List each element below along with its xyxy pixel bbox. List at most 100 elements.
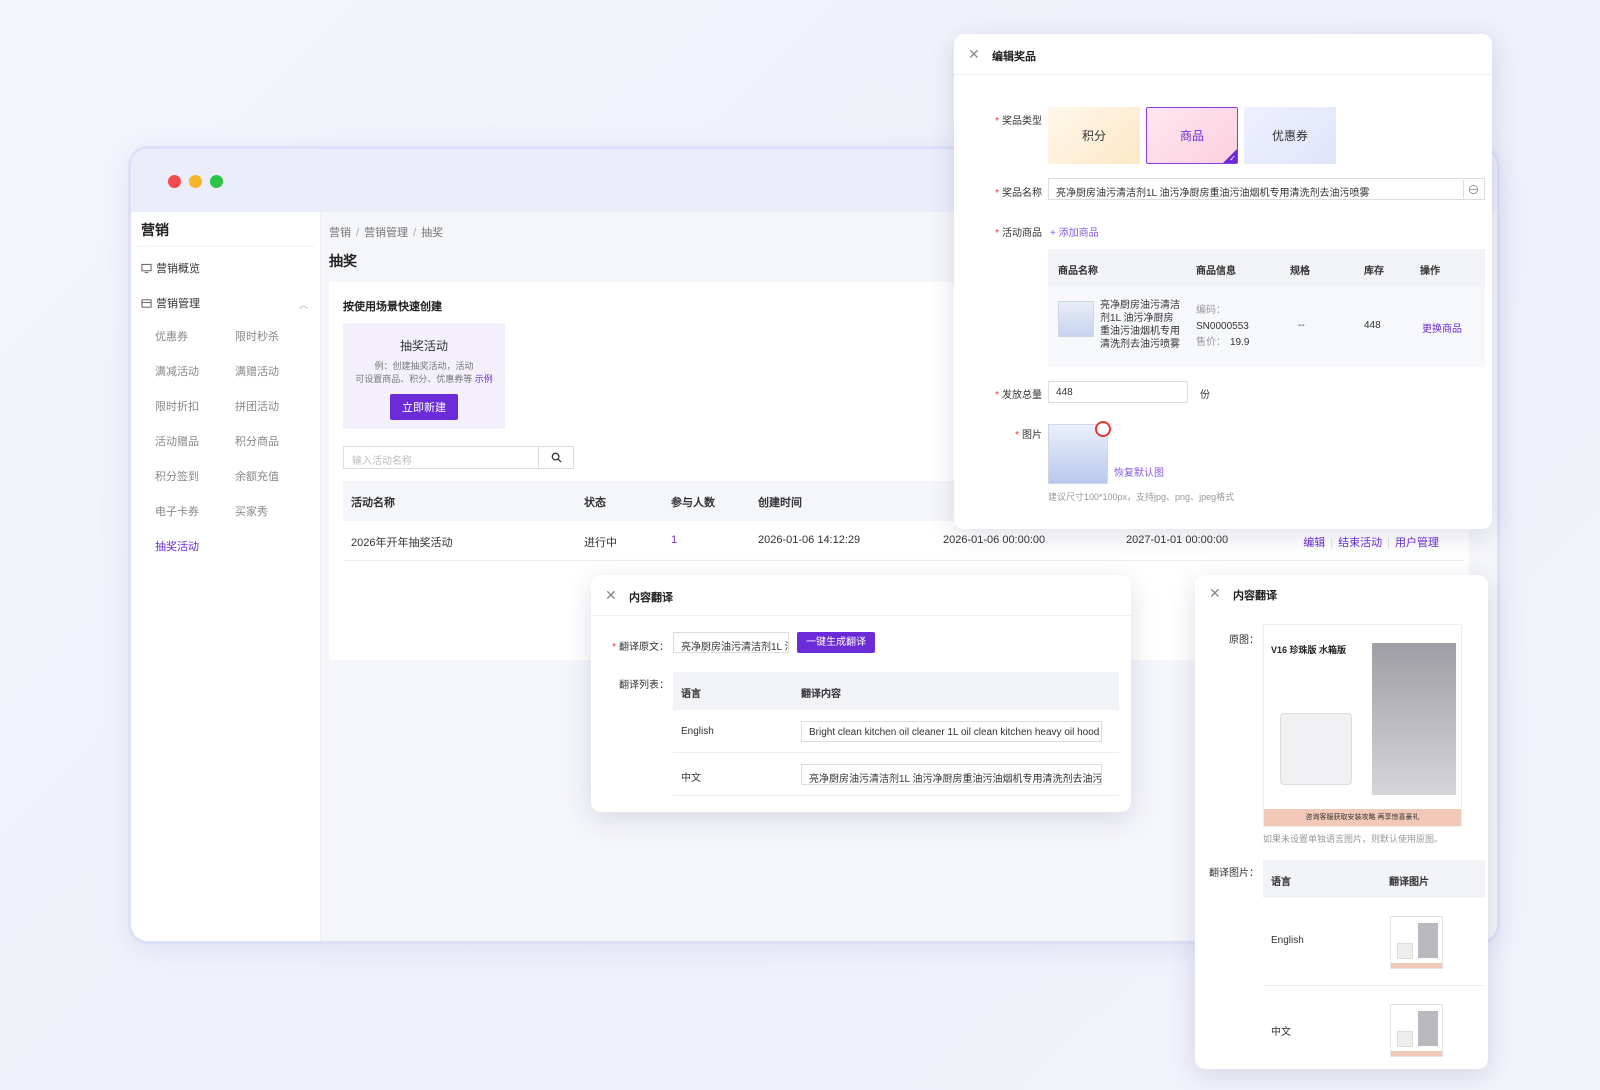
field-label: 原图： bbox=[1229, 635, 1259, 646]
column-header: 参与人数 bbox=[671, 497, 715, 509]
total-quantity-input[interactable]: 448 bbox=[1048, 381, 1188, 403]
sidebar-subitem[interactable]: 买家秀 bbox=[235, 506, 268, 518]
column-header: 创建时间 bbox=[758, 497, 802, 509]
quick-create-title: 按使用场景快速创建 bbox=[343, 301, 442, 313]
prize-type-goods[interactable]: 商品 ✓ bbox=[1146, 107, 1238, 164]
quantity-unit: 份 bbox=[1200, 390, 1210, 401]
modal-header: ✕ 内容翻译 bbox=[1195, 575, 1488, 607]
generate-translation-button[interactable]: 一键生成翻译 bbox=[797, 632, 875, 653]
add-goods-link[interactable]: + 添加商品 bbox=[1050, 228, 1099, 239]
field-label: * 奖品名称 bbox=[995, 188, 1042, 199]
minimize-window-button[interactable] bbox=[189, 175, 202, 188]
translated-image-english[interactable] bbox=[1390, 916, 1443, 969]
sidebar-item-management[interactable]: 营销管理 bbox=[141, 295, 200, 311]
column-header: 状态 bbox=[584, 497, 606, 509]
original-image-title: V16 珍珠版 水箱版 bbox=[1271, 645, 1347, 655]
field-label: * 图片 bbox=[1015, 430, 1042, 441]
sidebar-subitem[interactable]: 活动赠品 bbox=[155, 436, 199, 448]
translate-source-input[interactable]: 亮净厨房油污清洁剂1L 油 bbox=[673, 632, 789, 653]
sidebar-subitem[interactable]: 电子卡券 bbox=[155, 506, 199, 518]
gift-card-icon bbox=[141, 298, 152, 308]
column-header: 商品信息 bbox=[1196, 266, 1236, 277]
sidebar-subitem[interactable]: 余额充值 bbox=[235, 471, 279, 483]
code-label: 编码： bbox=[1196, 305, 1226, 316]
sidebar-subitem[interactable]: 满赠活动 bbox=[235, 366, 279, 378]
participants-link[interactable]: 1 bbox=[671, 534, 678, 546]
prize-type-label: 积分 bbox=[1081, 129, 1106, 143]
goods-stock: 448 bbox=[1364, 320, 1381, 331]
search-input[interactable]: 输入活动名称 bbox=[343, 446, 574, 469]
chevron-up-icon[interactable]: ︿ bbox=[298, 300, 308, 310]
check-icon: ✓ bbox=[1229, 154, 1236, 163]
quick-card-desc-line: 可设置商品、积分、优惠券等 bbox=[355, 374, 473, 384]
promo-strip: 咨询客服获取安装攻略 再享惊喜豪礼 bbox=[1264, 809, 1461, 826]
column-header: 翻译内容 bbox=[801, 689, 841, 700]
monitor-icon bbox=[141, 263, 152, 273]
translation-input-chinese[interactable]: 亮净厨房油污清洁剂1L 油污净厨房重油污油烟机专用清洗剂去油污喷雾 bbox=[801, 764, 1102, 785]
image-hint: 如果未设置单独语言图片，则默认使用原图。 bbox=[1263, 834, 1444, 844]
column-header: 规格 bbox=[1290, 266, 1310, 277]
translation-table-header: 语言 翻译内容 bbox=[673, 672, 1119, 710]
field-label: * 翻译原文： bbox=[612, 642, 669, 653]
table-row: English Bright clean kitchen oil cleaner… bbox=[673, 710, 1119, 753]
end-time: 2027-01-01 00:00:00 bbox=[1126, 534, 1229, 546]
restore-default-image-link[interactable]: 恢复默认图 bbox=[1114, 468, 1164, 479]
user-management-link[interactable]: 用户管理 bbox=[1395, 537, 1439, 549]
sidebar-subitem[interactable]: 积分签到 bbox=[155, 471, 199, 483]
language-name: 中文 bbox=[681, 773, 701, 784]
created-time: 2026-01-06 14:12:29 bbox=[758, 534, 861, 546]
sidebar-divider bbox=[137, 246, 314, 247]
search-button[interactable] bbox=[538, 446, 574, 469]
create-now-button[interactable]: 立即新建 bbox=[390, 394, 458, 420]
close-icon[interactable]: ✕ bbox=[605, 587, 617, 603]
sidebar-subitem[interactable]: 优惠券 bbox=[155, 331, 188, 343]
close-icon[interactable]: ✕ bbox=[968, 46, 980, 62]
prize-image-upload[interactable] bbox=[1048, 421, 1111, 484]
field-label: 翻译图片： bbox=[1209, 868, 1259, 879]
breadcrumb-item[interactable]: 营销管理 bbox=[364, 227, 409, 239]
sidebar-subitem[interactable]: 满减活动 bbox=[155, 366, 199, 378]
prize-type-points[interactable]: 积分 bbox=[1048, 107, 1140, 164]
goods-name: 亮净厨房油污清洁剂1L 油污净厨房重油污油烟机专用清洗剂去油污喷雾 bbox=[1100, 300, 1180, 350]
column-header: 语言 bbox=[1271, 877, 1291, 888]
sidebar-subitem[interactable]: 限时折扣 bbox=[155, 401, 199, 413]
translated-image-chinese[interactable] bbox=[1390, 1004, 1443, 1057]
translation-input-english[interactable]: Bright clean kitchen oil cleaner 1L oil … bbox=[801, 721, 1102, 742]
language-name: 中文 bbox=[1271, 1027, 1291, 1038]
page-title: 抽奖 bbox=[329, 253, 357, 269]
example-link[interactable]: 示例 bbox=[474, 374, 493, 384]
close-icon[interactable]: ✕ bbox=[1209, 585, 1221, 601]
hot-badge-icon bbox=[1095, 421, 1111, 437]
activity-name: 2026年开年抽奖活动 bbox=[351, 537, 453, 549]
close-window-button[interactable] bbox=[168, 175, 181, 188]
sidebar-item-overview[interactable]: 营销概览 bbox=[141, 260, 200, 276]
breadcrumb-item[interactable]: 营销 bbox=[329, 227, 351, 239]
column-header: 翻译图片 bbox=[1389, 877, 1429, 888]
goods-code: SN0000553 bbox=[1196, 321, 1249, 332]
table-row: 中文 亮净厨房油污清洁剂1L 油污净厨房重油污油烟机专用清洗剂去油污喷雾 bbox=[673, 753, 1119, 796]
sidebar-subitem[interactable]: 抽奖活动 bbox=[155, 541, 199, 553]
prize-type-coupon[interactable]: 优惠券 bbox=[1244, 107, 1336, 164]
sidebar-subitem[interactable]: 限时秒杀 bbox=[235, 331, 279, 343]
field-label: * 发放总量 bbox=[995, 390, 1042, 401]
product-thumbnail bbox=[1058, 301, 1094, 337]
end-activity-link[interactable]: 结束活动 bbox=[1338, 537, 1383, 549]
maximize-window-button[interactable] bbox=[210, 175, 223, 188]
sidebar: 营销 营销概览 营销管理 ︿ 优惠券 限时秒杀 满减活动 满赠活动 限时折扣 拼团活动 活动… bbox=[131, 212, 321, 941]
sidebar-subitem[interactable]: 积分商品 bbox=[235, 436, 279, 448]
change-goods-link[interactable]: 更换商品 bbox=[1422, 324, 1462, 335]
product-photo bbox=[1372, 643, 1456, 795]
sidebar-subitem[interactable]: 拼团活动 bbox=[235, 401, 279, 413]
prize-name-input[interactable]: 亮净厨房油污清洁剂1L 油污净厨房重油污油烟机专用清洗剂去油污喷雾 bbox=[1048, 178, 1485, 200]
column-header: 操作 bbox=[1420, 266, 1440, 277]
field-label: 翻译列表： bbox=[619, 680, 669, 691]
image-hint: 建议尺寸100*100px，支持jpg、png、jpeg格式 bbox=[1048, 492, 1235, 502]
table-row: English bbox=[1263, 898, 1485, 986]
language-name: English bbox=[681, 726, 714, 737]
modal-header: ✕ 内容翻译 bbox=[591, 575, 1131, 616]
translate-icon[interactable] bbox=[1463, 180, 1483, 198]
image-translate-modal: ✕ 内容翻译 原图： V16 珍珠版 水箱版 咨询客服获取安装攻略 再享惊喜豪礼… bbox=[1195, 575, 1488, 1069]
modal-title: 内容翻译 bbox=[629, 592, 673, 604]
goods-table-header: 商品名称 商品信息 规格 库存 操作 bbox=[1048, 249, 1485, 287]
edit-link[interactable]: 编辑 bbox=[1303, 537, 1326, 549]
